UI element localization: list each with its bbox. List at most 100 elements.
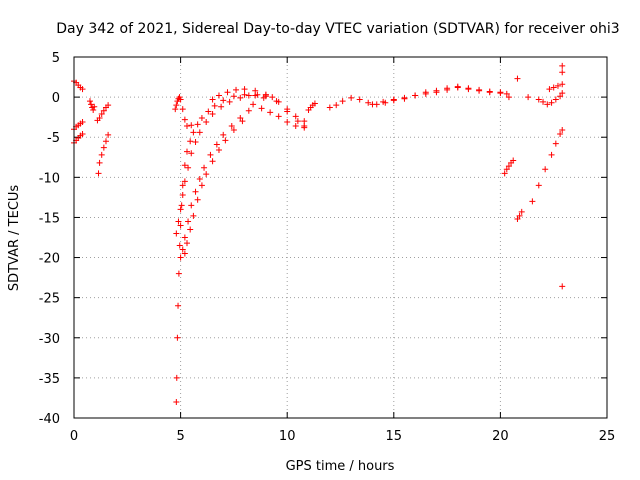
series-arc-c — [71, 131, 86, 146]
data-point — [326, 104, 333, 111]
data-point — [552, 96, 559, 103]
data-point — [476, 86, 483, 93]
y-tick-label: -30 — [39, 332, 60, 347]
series-arc-m — [250, 101, 308, 131]
series-arc-d — [86, 98, 98, 113]
data-point — [181, 116, 188, 123]
data-point — [175, 302, 182, 309]
data-point — [275, 98, 282, 105]
data-point — [486, 88, 493, 95]
data-point — [192, 188, 199, 195]
data-point — [176, 242, 183, 249]
data-point — [183, 122, 190, 129]
data-point — [401, 94, 408, 101]
data-point — [190, 212, 197, 219]
data-point — [535, 96, 542, 103]
series-arc-e — [94, 102, 112, 124]
data-point — [444, 86, 451, 93]
x-tick-label: 5 — [176, 429, 184, 444]
data-point — [254, 91, 261, 98]
data-point — [209, 158, 216, 165]
data-points — [71, 62, 566, 405]
data-point — [230, 127, 237, 134]
data-point — [220, 131, 227, 138]
data-point — [181, 250, 188, 257]
axis-ticks: 0 5 10 15 20 25 5 0 -5 -10 -15 -20 -25 -30 -35 -40 — [39, 51, 616, 444]
data-point — [510, 157, 517, 164]
y-tick-label: -10 — [39, 171, 60, 186]
data-point — [233, 86, 240, 93]
series-arc-x — [559, 62, 566, 290]
data-point — [220, 97, 227, 104]
data-point — [503, 90, 510, 97]
plot-frame — [73, 56, 608, 419]
data-point — [412, 92, 419, 99]
data-point — [542, 166, 549, 173]
data-point — [390, 96, 397, 103]
data-point — [179, 246, 186, 253]
data-point — [548, 151, 555, 158]
data-point — [550, 84, 557, 91]
data-point — [213, 141, 220, 148]
data-point — [211, 102, 218, 109]
series-arc-s — [501, 157, 517, 177]
series-arc-t — [514, 208, 525, 223]
x-tick-label: 0 — [70, 429, 78, 444]
data-point — [311, 100, 318, 107]
data-point — [250, 101, 257, 108]
series-arc-b — [71, 118, 86, 133]
data-point — [529, 198, 536, 205]
data-point — [230, 93, 237, 100]
data-point — [294, 118, 301, 125]
data-point — [173, 102, 180, 109]
data-point — [177, 206, 184, 213]
chart-title: Day 342 of 2021, Sidereal Day-to-day VTE… — [56, 21, 619, 37]
data-point — [105, 102, 112, 109]
data-point — [241, 91, 248, 98]
data-point — [181, 162, 188, 169]
series-arc-n — [262, 91, 308, 125]
data-point — [497, 89, 504, 96]
data-point — [433, 89, 440, 96]
data-point — [98, 110, 105, 117]
data-point — [339, 98, 346, 105]
y-tick-label: -25 — [39, 292, 60, 307]
data-point — [348, 94, 355, 101]
data-point — [548, 99, 555, 106]
series-arc-a — [71, 78, 86, 93]
y-axis-label: SDTVAR / TECUs — [7, 185, 22, 292]
data-point — [284, 118, 291, 125]
data-point — [102, 138, 109, 145]
data-point — [177, 254, 184, 261]
data-point — [207, 151, 214, 158]
data-point — [105, 131, 112, 138]
data-point — [187, 138, 194, 145]
data-point — [222, 137, 229, 144]
data-point — [203, 118, 210, 125]
y-tick-label: 0 — [52, 91, 60, 106]
data-point — [198, 182, 205, 189]
data-point — [88, 101, 95, 108]
data-point — [454, 83, 461, 90]
data-point — [292, 113, 299, 120]
x-axis-label: GPS time / hours — [286, 459, 395, 474]
data-point — [175, 218, 182, 225]
data-point — [540, 98, 547, 105]
y-tick-label: -5 — [47, 131, 60, 146]
data-point — [79, 131, 86, 138]
series-arc-v — [535, 90, 566, 108]
data-point — [422, 90, 429, 97]
x-tick-label: 15 — [386, 429, 403, 444]
data-point — [245, 107, 252, 114]
x-tick-label: 25 — [599, 429, 616, 444]
data-point — [557, 93, 564, 100]
data-point — [516, 212, 523, 219]
series-arc-g — [172, 94, 195, 129]
data-point — [465, 85, 472, 92]
data-point — [100, 107, 107, 114]
data-point — [239, 118, 246, 125]
data-point — [86, 98, 93, 105]
y-tick-label: -40 — [39, 412, 60, 427]
data-point — [262, 91, 269, 98]
